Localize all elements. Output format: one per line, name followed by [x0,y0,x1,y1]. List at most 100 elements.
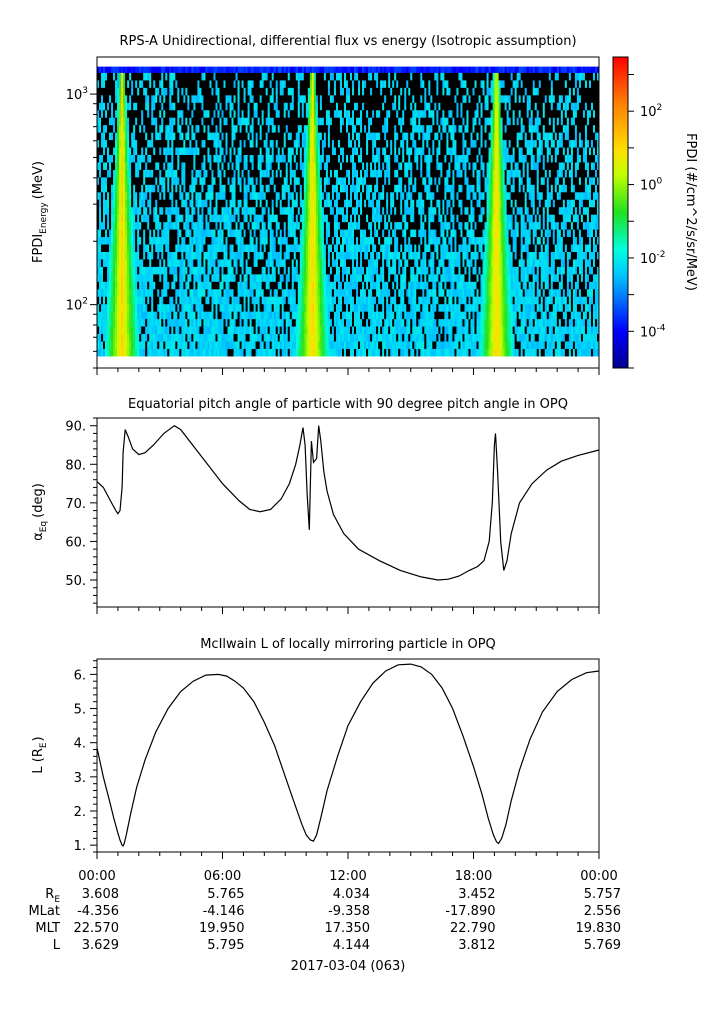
heatmap-cell [265,199,269,208]
heatmap-cell [247,154,251,163]
heatmap-cell [199,214,202,223]
heatmap-cell [311,251,315,260]
heatmap-cell [271,206,275,215]
heatmap-cell [191,102,194,111]
heatmap-cell [319,147,323,156]
heatmap-cell [305,147,309,156]
heatmap-cell [133,109,136,118]
heatmap-cell [243,184,246,193]
heatmap-cell [251,72,255,81]
heatmap-cell [209,154,212,163]
heatmap-cell [111,236,114,245]
heatmap-cell [195,184,198,193]
heatmap-cell [119,66,122,73]
heatmap-cell [311,102,315,111]
heatmap-cell [155,206,158,215]
heatmap-cell [241,139,244,148]
heatmap-cell [259,214,263,223]
heatmap-cell [297,66,301,73]
heatmap-cell [263,66,267,73]
heatmap-cell [279,176,283,185]
heatmap-cell [293,80,297,88]
heatmap-cell [249,296,253,305]
heatmap-cell [209,72,212,81]
heatmap-cell [295,87,299,96]
heatmap-cell [269,80,273,88]
heatmap-cell [317,311,321,320]
heatmap-cell [301,117,305,126]
heatmap-cell [171,124,174,133]
heatmap-cell [117,191,120,200]
heatmap-cell [151,288,154,297]
heatmap-cell [237,102,240,111]
heatmap-cell [350,139,353,148]
heatmap-cell [299,229,303,238]
heatmap-cell [211,162,214,170]
heatmap-cell [125,206,128,215]
heatmap-cell [173,326,176,335]
heatmap-cell [331,259,335,267]
heatmap-cell [241,326,244,335]
heatmap-cell [199,318,202,327]
heatmap-cell [285,154,289,163]
heatmap-cell [335,296,339,305]
heatmap-cell [279,341,283,349]
heatmap-cell [129,206,132,215]
heatmap-cell [109,288,112,297]
heatmap-cell [135,176,138,185]
heatmap-cell [111,87,114,96]
heatmap-cell [337,244,341,252]
heatmap-cell [251,162,255,170]
heatmap-cell [101,184,104,193]
heatmap-cell [221,132,224,141]
heatmap-cell [235,214,238,223]
heatmap-cell [161,326,164,335]
heatmap-cell [175,102,178,111]
heatmap-cell [253,147,257,156]
heatmap-cell [135,266,138,275]
heatmap-cell [339,333,343,342]
heatmap-cell [223,229,226,238]
heatmap-cell [169,162,172,170]
heatmap-cell [287,281,291,290]
heatmap-cell [291,206,295,215]
heatmap-cell [223,296,226,305]
heatmap-cell [301,333,305,342]
heatmap-cell [129,139,132,148]
heatmap-cell [147,94,150,103]
heatmap-cell [99,318,102,327]
heatmap-cell [137,124,140,133]
heatmap-cell [203,303,206,312]
heatmap-cell [105,139,108,148]
heatmap-cell [203,117,206,126]
heatmap-cell [157,124,160,133]
heatmap-cell [163,176,166,185]
heatmap-cell [311,72,315,81]
heatmap-cell [135,132,138,141]
heatmap-cell [97,341,100,349]
heatmap-cell [277,341,281,349]
heatmap-cell [335,169,339,178]
heatmap-cell [157,87,160,96]
heatmap-cell [123,266,126,275]
heatmap-cell [169,318,172,327]
heatmap-cell [229,154,232,163]
heatmap-cell [333,318,337,327]
heatmap-cell [253,266,257,275]
heatmap-cell [293,94,297,103]
heatmap-cell [171,72,174,81]
heatmap-cell [285,87,289,96]
heatmap-cell [335,259,339,267]
heatmap-cell [161,273,164,282]
heatmap-cell [125,221,128,230]
heatmap-cell [315,124,319,133]
heatmap-cell [255,236,259,245]
heatmap-cell [251,154,255,163]
heatmap-cell [199,184,202,193]
heatmap-cell [221,281,224,290]
heatmap-cell [335,244,339,252]
heatmap-cell [277,236,281,245]
heatmap-cell [181,348,184,357]
heatmap-cell [339,266,343,275]
heatmap-cell [319,221,323,230]
